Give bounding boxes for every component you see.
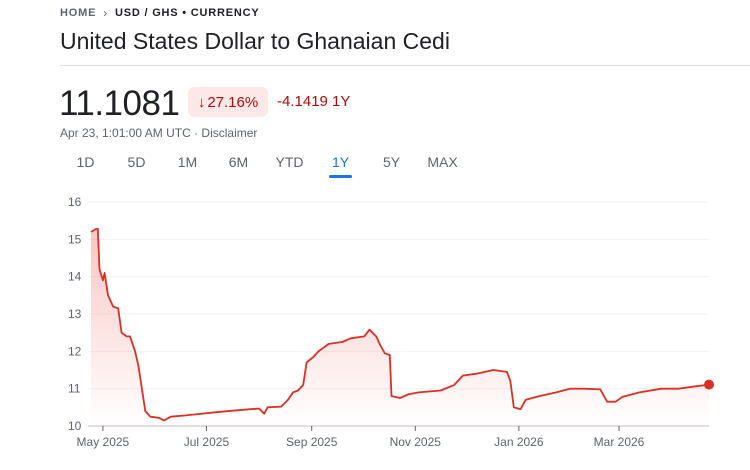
x-tick-label: Jan 2026 <box>494 435 544 449</box>
tab-5d[interactable]: 5D <box>127 154 146 170</box>
y-tick-label: 14 <box>68 270 82 284</box>
y-tick-label: 15 <box>68 232 82 246</box>
price-area-fill <box>91 228 709 426</box>
x-tick-label: Mar 2026 <box>594 435 645 449</box>
arrow-down-icon: ↓ <box>197 93 206 111</box>
change-percent-badge: ↓ 27.16% <box>188 87 268 117</box>
tab-1d[interactable]: 1D <box>76 154 95 170</box>
breadcrumb: HOME › USD / GHS • CURRENCY <box>60 6 260 20</box>
tab-ytd[interactable]: YTD <box>275 154 304 170</box>
separator: · <box>194 126 199 140</box>
current-price-dot <box>704 379 714 390</box>
change-absolute: -4.1419 1Y <box>277 93 351 110</box>
y-tick-label: 10 <box>68 419 82 433</box>
page-title: United States Dollar to Ghanaian Cedi <box>60 28 450 54</box>
range-tabs: 1D 5D 1M 6M YTD 1Y 5Y MAX <box>60 154 468 178</box>
y-tick-label: 16 <box>68 195 82 209</box>
timestamp-line: Apr 23, 1:01:00 AM UTC · Disclaimer <box>60 126 257 140</box>
price-line <box>90 228 710 422</box>
tab-1y[interactable]: 1Y <box>315 154 366 178</box>
y-tick-label: 13 <box>68 307 82 321</box>
breadcrumb-current: USD / GHS • CURRENCY <box>115 7 260 19</box>
tab-1m[interactable]: 1M <box>177 154 198 170</box>
tab-max[interactable]: MAX <box>427 154 458 170</box>
y-tick-label: 11 <box>68 382 81 396</box>
change-percent: 27.16% <box>207 93 259 111</box>
tab-5y[interactable]: 5Y <box>382 154 401 170</box>
tab-6m[interactable]: 6M <box>228 154 249 170</box>
disclaimer-link[interactable]: Disclaimer <box>201 126 258 140</box>
x-tick-label: Nov 2025 <box>390 435 442 449</box>
divider <box>60 65 750 66</box>
breadcrumb-home[interactable]: HOME <box>60 7 97 19</box>
y-tick-label: 12 <box>68 344 82 358</box>
x-tick-label: Sep 2025 <box>286 435 338 449</box>
timestamp: Apr 23, 1:01:00 AM UTC <box>60 126 191 140</box>
current-price: 11.1081 <box>59 84 180 123</box>
chevron-right-icon: › <box>103 6 108 20</box>
x-tick-label: May 2025 <box>77 435 130 449</box>
x-tick-label: Jul 2025 <box>184 435 230 449</box>
